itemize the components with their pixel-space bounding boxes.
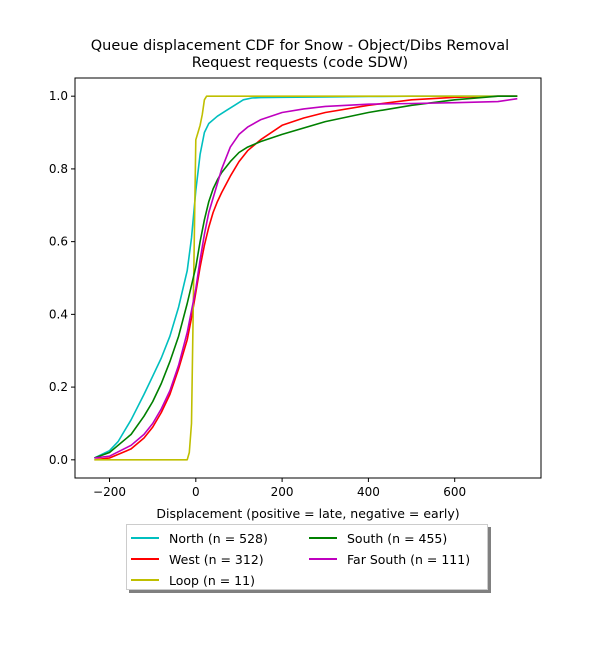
plot-frame	[74, 77, 542, 479]
legend-swatch-far-south	[309, 558, 337, 560]
series-line-loop	[94, 95, 518, 461]
series-line-south	[94, 95, 518, 459]
legend: North (n = 528) West (n = 312) Loop (n =…	[126, 524, 488, 590]
x-tick-label: 600	[443, 485, 466, 499]
x-tick-label: −200	[93, 485, 126, 499]
series-line-far-south	[94, 97, 518, 459]
legend-label-loop: Loop (n = 11)	[169, 572, 255, 588]
x-tick-label: 200	[271, 485, 294, 499]
y-tick-label: 1.0	[49, 89, 68, 103]
legend-label-south: South (n = 455)	[347, 530, 448, 546]
legend-swatch-loop	[131, 579, 159, 581]
legend-swatch-south	[309, 537, 337, 539]
y-tick-label: 0.4	[49, 307, 68, 321]
y-tick-label: 0.0	[49, 453, 68, 467]
y-tick-label: 0.8	[49, 162, 68, 176]
legend-item-west: West (n = 312)	[131, 550, 264, 568]
legend-item-south: South (n = 455)	[309, 529, 447, 547]
y-tick-label: 0.6	[49, 235, 68, 249]
y-tick-label: 0.2	[49, 380, 68, 394]
legend-item-north: North (n = 528)	[131, 529, 268, 547]
x-tick-label: 400	[357, 485, 380, 499]
chart-title-line-2: Request requests (code SDW)	[191, 55, 409, 71]
series-line-west	[94, 95, 518, 461]
legend-item-loop: Loop (n = 11)	[131, 571, 255, 589]
legend-label-north: North (n = 528)	[169, 530, 268, 546]
chart-title-line-1: Queue displacement CDF for Snow - Object…	[90, 38, 510, 54]
legend-swatch-west	[131, 558, 159, 560]
series-line-north	[94, 95, 518, 459]
x-axis-label: Displacement (positive = late, negative …	[156, 506, 460, 521]
legend-item-far-south: Far South (n = 111)	[309, 550, 470, 568]
x-tick-label: 0	[192, 485, 200, 499]
legend-label-west: West (n = 312)	[169, 551, 264, 567]
legend-label-far-south: Far South (n = 111)	[347, 551, 471, 567]
legend-swatch-north	[131, 537, 159, 539]
